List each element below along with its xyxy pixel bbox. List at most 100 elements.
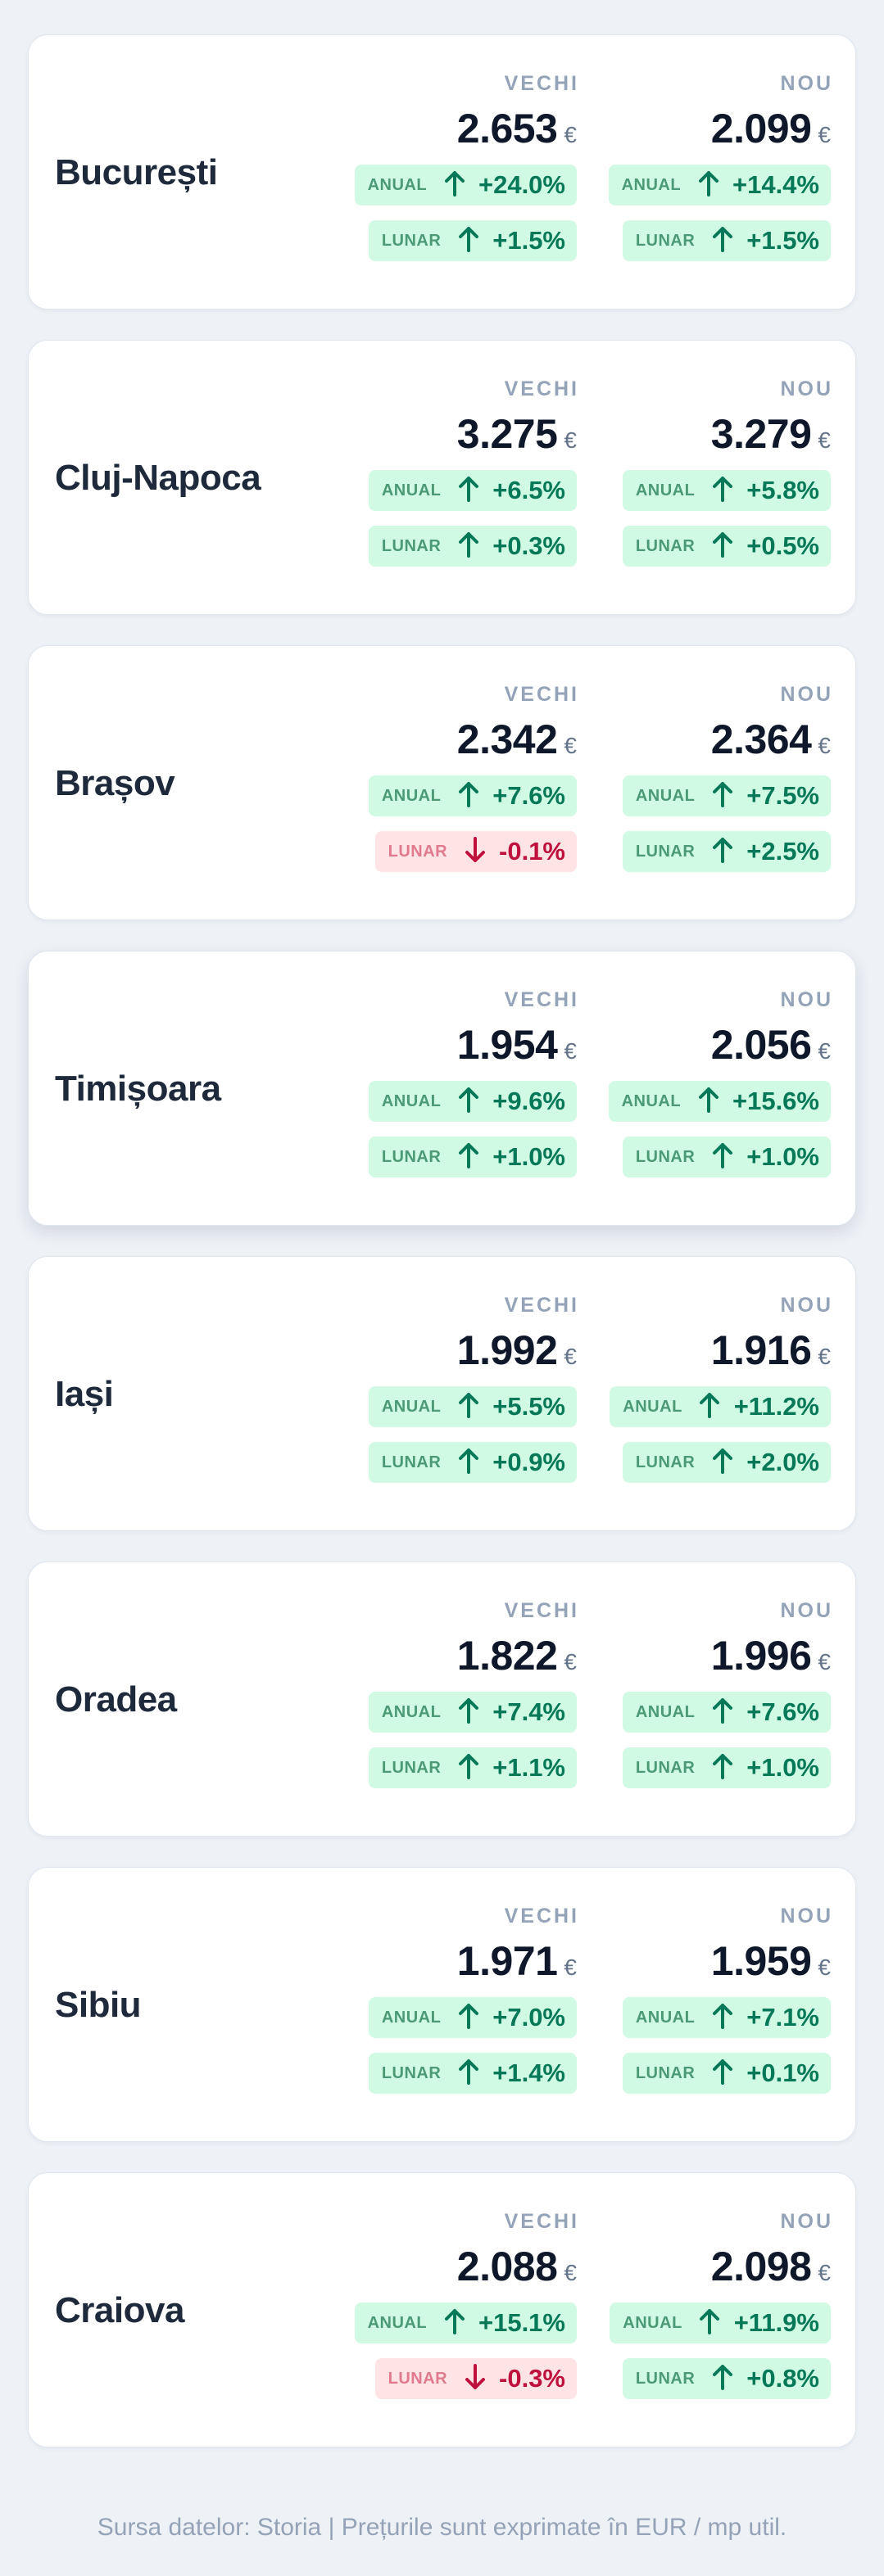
price-row: 2.364 € xyxy=(585,715,831,764)
new-column: NOU 2.056 € ANUAL +15.6% LUNAR +1.0% xyxy=(585,987,831,1179)
price-row: 1.822 € xyxy=(331,1631,577,1680)
annual-label: ANUAL xyxy=(621,176,682,194)
annual-change: +15.6% xyxy=(732,1087,819,1115)
arrow-up-icon xyxy=(712,2363,733,2391)
monthly-change: +0.3% xyxy=(492,531,565,560)
monthly-label: LUNAR xyxy=(635,1148,696,1166)
annual-label: ANUAL xyxy=(381,1398,442,1416)
annual-badge: ANUAL +11.9% xyxy=(610,2303,831,2343)
price-value: 1.954 xyxy=(456,1022,558,1068)
monthly-badge: LUNAR +0.9% xyxy=(368,1442,577,1483)
price-value: 1.996 xyxy=(710,1633,812,1679)
column-label: VECHI xyxy=(504,683,579,706)
arrow-down-icon xyxy=(465,2363,486,2391)
monthly-label: LUNAR xyxy=(381,537,442,555)
arrow-up-icon xyxy=(712,225,733,253)
column-label: NOU xyxy=(780,1905,833,1927)
arrow-up-icon xyxy=(712,1447,733,1475)
annual-change: +7.5% xyxy=(746,781,819,810)
annual-badge: ANUAL +9.6% xyxy=(368,1081,577,1122)
currency-symbol: € xyxy=(564,427,577,453)
city-card: Craiova VECHI 2.088 € ANUAL +15.1% LUNAR … xyxy=(28,2172,856,2447)
arrow-up-icon xyxy=(458,780,479,808)
price-row: 2.653 € xyxy=(331,104,577,153)
arrow-up-icon xyxy=(458,225,479,253)
annual-badge: ANUAL +5.8% xyxy=(622,470,831,511)
arrow-up-icon xyxy=(712,475,733,503)
annual-badge: ANUAL +24.0% xyxy=(354,165,577,206)
monthly-change: -0.3% xyxy=(499,2364,565,2393)
annual-label: ANUAL xyxy=(623,2314,682,2332)
city-card: Cluj-Napoca VECHI 3.275 € ANUAL +6.5% LUN… xyxy=(28,340,856,615)
price-row: 1.954 € xyxy=(331,1020,577,1069)
monthly-badge: LUNAR +1.5% xyxy=(622,220,831,261)
currency-symbol: € xyxy=(818,1344,831,1369)
annual-label: ANUAL xyxy=(623,1398,682,1416)
data-source-footer: Sursa datelor: Storia | Prețurile sunt e… xyxy=(97,2514,787,2541)
monthly-badge: LUNAR +1.0% xyxy=(622,1747,831,1788)
currency-symbol: € xyxy=(818,2260,831,2285)
monthly-change: +1.5% xyxy=(746,226,819,255)
currency-symbol: € xyxy=(564,1955,577,1980)
column-label: NOU xyxy=(780,988,833,1011)
annual-change: +24.0% xyxy=(478,170,565,199)
arrow-up-icon xyxy=(712,2058,733,2086)
price-row: 1.992 € xyxy=(331,1326,577,1375)
arrow-up-icon xyxy=(458,2002,479,2030)
annual-badge: ANUAL +7.6% xyxy=(622,1692,831,1733)
price-row: 2.088 € xyxy=(331,2242,577,2291)
arrow-up-icon xyxy=(712,1697,733,1724)
price-row: 3.275 € xyxy=(331,409,577,459)
new-column: NOU 2.099 € ANUAL +14.4% LUNAR +1.5% xyxy=(585,71,831,263)
price-value: 3.275 xyxy=(456,411,558,457)
monthly-label: LUNAR xyxy=(381,1759,442,1777)
monthly-label: LUNAR xyxy=(388,2370,448,2388)
annual-label: ANUAL xyxy=(635,2009,696,2027)
annual-change: +7.6% xyxy=(492,781,565,810)
monthly-badge: LUNAR +0.1% xyxy=(622,2053,831,2094)
annual-label: ANUAL xyxy=(367,176,428,194)
arrow-up-icon xyxy=(458,1447,479,1475)
arrow-up-icon xyxy=(458,2058,479,2086)
price-row: 2.098 € xyxy=(585,2242,831,2291)
arrow-up-icon xyxy=(712,836,733,864)
monthly-change: +1.5% xyxy=(492,226,565,255)
price-value: 1.971 xyxy=(456,1938,558,1984)
arrow-up-icon xyxy=(458,1391,479,1419)
monthly-label: LUNAR xyxy=(635,1453,696,1471)
monthly-label: LUNAR xyxy=(381,2064,442,2082)
monthly-label: LUNAR xyxy=(381,232,442,250)
monthly-badge: LUNAR +1.0% xyxy=(368,1137,577,1177)
price-value: 2.056 xyxy=(710,1022,812,1068)
price-row: 3.279 € xyxy=(585,409,831,459)
monthly-badge: LUNAR +2.5% xyxy=(622,831,831,872)
arrow-up-icon xyxy=(444,2307,465,2335)
column-label: NOU xyxy=(780,72,833,95)
currency-symbol: € xyxy=(564,1344,577,1369)
monthly-label: LUNAR xyxy=(635,843,696,861)
monthly-badge: LUNAR -0.3% xyxy=(374,2358,577,2399)
city-card: Iași VECHI 1.992 € ANUAL +5.5% LUNAR +0.9… xyxy=(28,1256,856,1531)
arrow-up-icon xyxy=(712,780,733,808)
monthly-label: LUNAR xyxy=(635,2370,696,2388)
city-card: București VECHI 2.653 € ANUAL +24.0% LUNA… xyxy=(28,34,856,310)
old-column: VECHI 3.275 € ANUAL +6.5% LUNAR +0.3% xyxy=(331,377,577,568)
annual-badge: ANUAL +6.5% xyxy=(368,470,577,511)
currency-symbol: € xyxy=(564,1649,577,1674)
price-row: 2.342 € xyxy=(331,715,577,764)
annual-change: +5.8% xyxy=(746,476,819,504)
new-column: NOU 1.959 € ANUAL +7.1% LUNAR +0.1% xyxy=(585,1904,831,2095)
annual-label: ANUAL xyxy=(635,1703,696,1721)
monthly-badge: LUNAR +1.1% xyxy=(368,1747,577,1788)
price-row: 1.916 € xyxy=(585,1326,831,1375)
annual-change: +5.5% xyxy=(492,1392,565,1421)
monthly-badge: LUNAR +1.5% xyxy=(368,220,577,261)
old-column: VECHI 2.653 € ANUAL +24.0% LUNAR +1.5% xyxy=(331,71,577,263)
city-name: Iași xyxy=(55,1374,114,1414)
column-label: NOU xyxy=(780,1294,833,1317)
city-name: Sibiu xyxy=(55,1985,142,2025)
new-column: NOU 3.279 € ANUAL +5.8% LUNAR +0.5% xyxy=(585,377,831,568)
monthly-badge: LUNAR +1.0% xyxy=(622,1137,831,1177)
annual-badge: ANUAL +15.1% xyxy=(354,2303,577,2343)
price-value: 2.364 xyxy=(710,716,812,762)
